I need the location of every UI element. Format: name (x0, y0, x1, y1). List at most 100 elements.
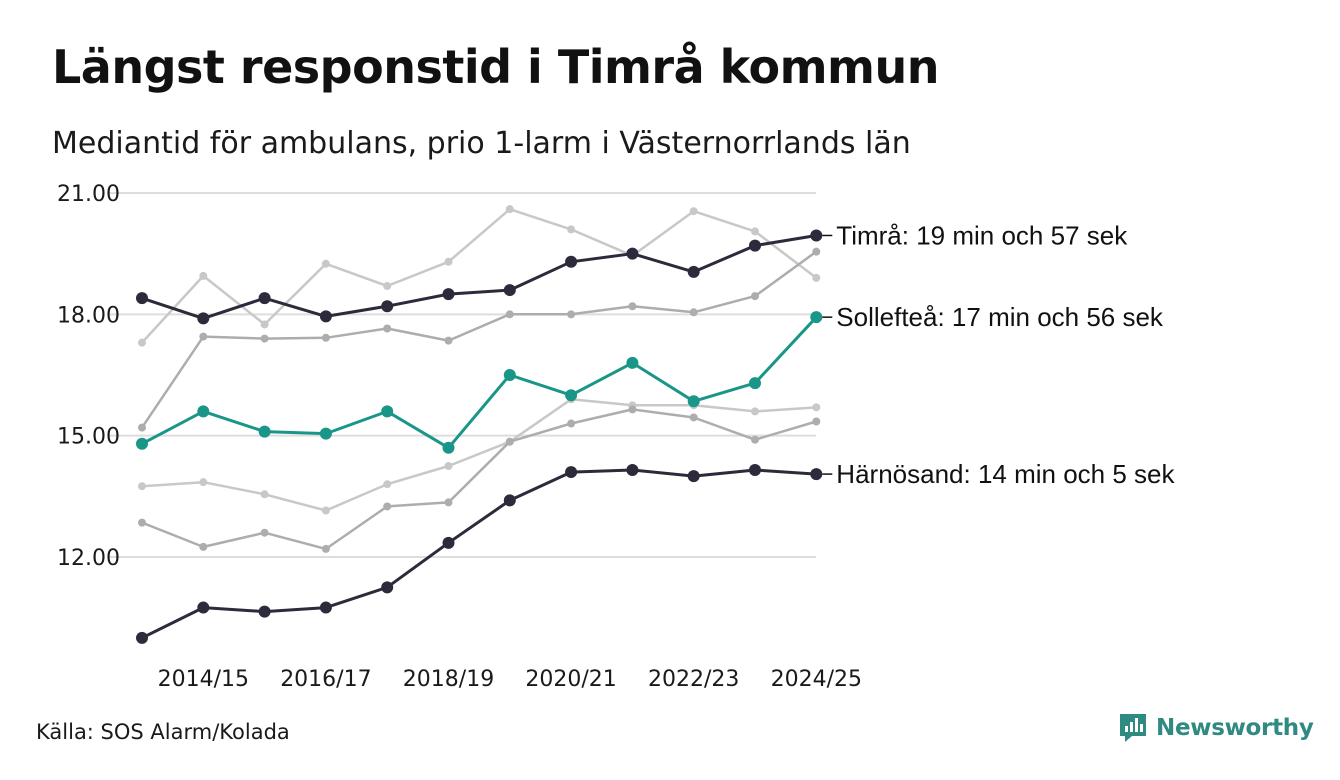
data-point (503, 284, 516, 297)
x-tick-label: 2016/17 (280, 667, 371, 692)
grid-lines (108, 192, 816, 558)
y-axis-ticks: 12.00 15.00 18.00 21.00 (57, 182, 120, 571)
data-point (749, 377, 761, 390)
brand-name: Newsworthy (1156, 715, 1314, 741)
data-point (810, 468, 823, 481)
data-point (197, 601, 210, 614)
data-point (689, 207, 698, 216)
series-sollefteå (136, 311, 823, 454)
data-point (442, 288, 455, 301)
end-labels: Timrå: 19 min och 57 sek Sollefteå: 17 mi… (822, 220, 1175, 489)
data-point (321, 544, 330, 553)
data-point (626, 247, 639, 260)
data-point (197, 312, 210, 325)
data-point (751, 292, 759, 301)
data-point (321, 333, 330, 342)
series-end-label: Härnösand: 14 min och 5 sek (836, 459, 1175, 489)
x-tick-label: 2018/19 (403, 667, 494, 692)
data-point (751, 435, 759, 444)
data-point (319, 601, 332, 614)
x-tick-label: 2020/21 (525, 667, 616, 692)
data-point (260, 334, 269, 343)
data-point (136, 292, 148, 305)
series-line (140, 250, 818, 429)
series-end-label: Sollefteå: 17 min och 56 sek (836, 302, 1164, 332)
data-point (136, 437, 148, 450)
data-point (565, 255, 578, 268)
data-point (812, 403, 821, 412)
data-point (383, 324, 392, 333)
data-point (505, 310, 514, 319)
x-axis-ticks: 2014/15 2016/17 2018/19 2020/21 2022/23 2024/… (158, 667, 862, 692)
data-point (628, 405, 637, 414)
data-point (444, 462, 453, 470)
data-point (565, 466, 578, 479)
data-point (199, 332, 208, 341)
y-tick-label: 21.00 (57, 182, 120, 207)
data-point (319, 310, 332, 323)
data-point (689, 308, 698, 317)
chart-title: Längst responstid i Timrå kommun (52, 40, 939, 94)
data-point (626, 464, 639, 477)
data-point (810, 229, 823, 242)
data-point (383, 480, 392, 489)
data-point (381, 581, 394, 594)
data-point (505, 205, 514, 214)
data-point (810, 311, 823, 324)
data-point (687, 470, 700, 483)
data-point (749, 239, 761, 252)
data-point (687, 265, 700, 278)
data-point (687, 395, 700, 408)
series-övrig-kommun-a (138, 205, 821, 347)
data-point (383, 502, 392, 511)
data-point (444, 336, 453, 345)
data-point (138, 423, 146, 432)
data-point (565, 389, 578, 402)
data-point (138, 482, 146, 491)
data-point (321, 506, 330, 515)
series-line (141, 207, 818, 344)
data-point (199, 478, 208, 487)
series-härnösand (136, 464, 823, 644)
x-tick-label: 2024/25 (771, 667, 862, 692)
data-point (258, 605, 271, 618)
series-övrig-kommun-b (138, 247, 821, 432)
line-chart: 12.00 15.00 18.00 21.00 2014/15 2016/17 2018/… (57, 182, 1175, 692)
data-point (199, 542, 208, 551)
data-point (567, 419, 576, 428)
data-point (812, 273, 821, 282)
data-point (812, 247, 821, 256)
data-point (749, 464, 761, 477)
data-point (197, 405, 210, 418)
data-point (260, 320, 269, 329)
series-line (141, 408, 817, 551)
data-point (751, 407, 759, 416)
data-point (444, 498, 453, 507)
series-line (141, 316, 818, 450)
series-lines (136, 205, 823, 644)
y-tick-label: 15.00 (57, 425, 120, 450)
data-point (199, 271, 208, 280)
data-point (442, 536, 455, 549)
data-point (626, 356, 639, 369)
data-point (689, 413, 698, 422)
x-tick-label: 2014/15 (158, 667, 249, 692)
series-line (141, 398, 817, 512)
data-point (383, 282, 392, 291)
series-övrig-kommun-d (138, 405, 821, 553)
data-point (812, 417, 821, 426)
data-point (628, 302, 637, 311)
data-point (260, 528, 269, 537)
data-point (751, 227, 759, 236)
data-point (321, 259, 330, 268)
newsworthy-logo-icon (1120, 714, 1146, 742)
series-line (141, 468, 817, 640)
data-point (444, 257, 453, 266)
data-point (258, 292, 271, 305)
data-point (503, 369, 516, 381)
source-note: Källa: SOS Alarm/Kolada (36, 720, 290, 744)
data-point (442, 441, 455, 454)
data-point (381, 300, 394, 313)
y-tick-label: 12.00 (57, 546, 120, 571)
data-point (260, 490, 269, 499)
